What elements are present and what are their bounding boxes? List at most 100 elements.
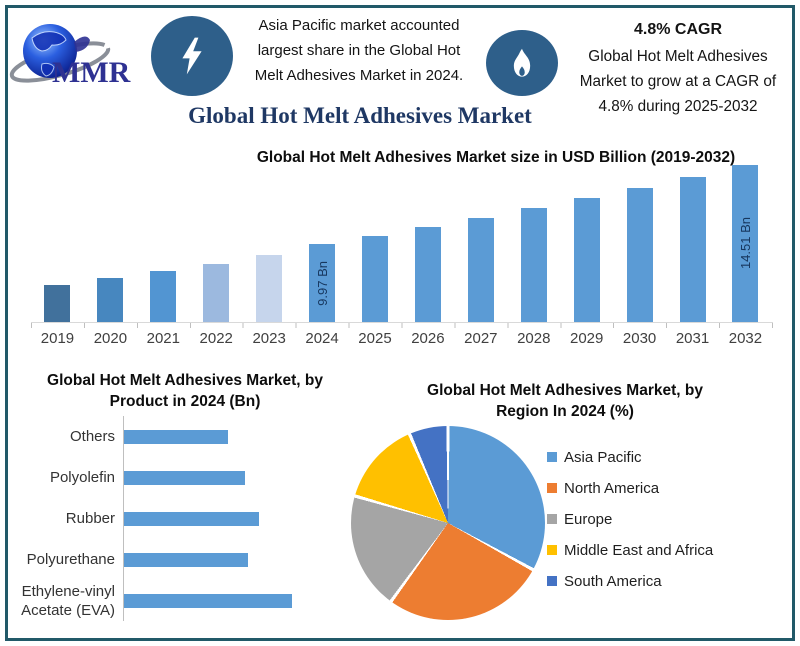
product-label: Polyolefin: [49, 469, 115, 486]
bar-2032: 14.51 Bn: [732, 165, 759, 322]
legend-label: Middle East and Africa: [564, 541, 714, 559]
product-row: Ethylene-vinyl Acetate (EVA): [9, 580, 321, 621]
bar-area: [190, 160, 243, 322]
x-axis-label: 2020: [93, 330, 128, 347]
product-bar: [124, 593, 293, 608]
x-axis-label: 2019: [40, 330, 75, 347]
infographic-frame: [5, 5, 795, 641]
legend-swatch: [547, 483, 557, 493]
x-axis-label: 2029: [569, 330, 604, 347]
bar-column: 2026: [401, 160, 454, 347]
x-axis-label: 2027: [464, 330, 498, 347]
bar-2020: [97, 278, 124, 322]
page-title: Global Hot Melt Adhesives Market: [188, 103, 532, 128]
bar-column: 2029: [560, 160, 613, 347]
bar-2026: [414, 227, 441, 322]
bar-2027: [467, 218, 494, 322]
bar-2024: 9.97 Bn: [309, 244, 336, 322]
bar-column: 2025: [349, 160, 402, 347]
bar-column: 2023: [243, 160, 296, 347]
bar-column: 9.97 Bn 2024: [296, 160, 349, 347]
bar-area: [613, 160, 666, 322]
bar-area: [31, 160, 84, 322]
legend-item: Middle East and Africa: [547, 541, 713, 559]
product-label: Ethylene-vinyl Acetate (EVA): [21, 582, 115, 619]
region-chart-title: Global Hot Melt Adhesives Market, by Reg…: [427, 382, 703, 420]
x-axis-label: 2030: [622, 330, 657, 347]
bar-2022: [203, 264, 230, 322]
x-axis-label: 2026: [411, 330, 445, 347]
bar-area: 14.51 Bn: [719, 160, 772, 322]
product-bar-area: [123, 580, 309, 621]
market-size-plot: 2019 2020 2021 2022 2023 9.97 Bn 2024 2025 2026 2…: [31, 160, 772, 347]
bar-2019: [44, 285, 71, 322]
legend-item: Asia Pacific: [547, 448, 713, 466]
product-row: Others: [9, 416, 321, 457]
market-size-chart-title: Global Hot Melt Adhesives Market size in…: [256, 149, 736, 166]
bar-area: [84, 160, 137, 322]
bar-area: [507, 160, 560, 322]
product-rows: Others Polyolefin Rubber Polyurethane Ethyle…: [9, 416, 321, 621]
bar-column: 2028: [507, 160, 560, 347]
x-axis-label: 2025: [358, 330, 392, 347]
bar-column: 2020: [84, 160, 137, 347]
legend-swatch: [547, 576, 557, 586]
product-bar: [124, 429, 229, 444]
bar-column: 14.51 Bn 2032: [719, 160, 772, 347]
bar-column: 2022: [190, 160, 243, 347]
product-row: Polyurethane: [9, 539, 321, 580]
lightning-icon: [182, 37, 202, 75]
bar-column: 2030: [613, 160, 666, 347]
product-bar: [124, 470, 246, 485]
bar-value-label: 9.97 Bn: [314, 260, 330, 306]
text-line: Global Hot Melt Adhesives: [588, 48, 768, 65]
bar-value-label: 14.51 Bn: [737, 217, 753, 270]
bar-area: [401, 160, 454, 322]
bar-column: 2027: [454, 160, 507, 347]
bar-2028: [520, 208, 547, 322]
bar-area: [454, 160, 507, 322]
flame-badge: [486, 30, 558, 96]
product-bar: [124, 511, 259, 526]
text-line: Asia Pacific market accounted: [258, 17, 460, 34]
highlight-text: Asia Pacific market accounted largest sha…: [233, 13, 485, 88]
mmr-logo: MMR: [9, 24, 131, 89]
cagr-block: 4.8% CAGR Global Hot Melt Adhesives Marke…: [563, 21, 793, 119]
bar-2025: [361, 236, 388, 322]
cagr-title: 4.8% CAGR: [633, 21, 723, 38]
x-axis-label: 2021: [146, 330, 180, 347]
legend-label: South America: [564, 572, 662, 590]
bar-2029: [573, 198, 600, 322]
legend-label: Asia Pacific: [564, 448, 642, 466]
text-line: Melt Adhesives Market in 2024.: [254, 67, 464, 84]
product-bar-area: [123, 457, 309, 498]
bar-2031: [679, 177, 706, 322]
bar-2030: [626, 188, 653, 322]
legend-swatch: [547, 514, 557, 524]
bar-column: 2031: [666, 160, 719, 347]
x-axis-label: 2024: [305, 330, 339, 347]
legend-swatch: [547, 452, 557, 462]
region-pie: [351, 426, 545, 620]
cagr-text: Global Hot Melt Adhesives Market to grow …: [563, 44, 793, 119]
x-axis-label: 2022: [199, 330, 233, 347]
bar-2023: [256, 255, 283, 322]
flame-icon: [513, 48, 531, 77]
bar-column: 2021: [137, 160, 190, 347]
product-bar-area: [123, 539, 309, 580]
bar-area: 9.97 Bn: [296, 160, 349, 322]
bar-area: [349, 160, 402, 322]
product-bar-area: [123, 498, 309, 539]
x-axis-label: 2031: [675, 330, 710, 347]
globe-logo: [23, 24, 90, 78]
bar-area: [666, 160, 719, 322]
bar-2021: [150, 271, 177, 322]
legend-swatch: [547, 545, 557, 555]
bar-area: [243, 160, 296, 322]
product-bar-area: [123, 416, 309, 457]
legend-item: South America: [547, 572, 713, 590]
lightning-badge: [151, 16, 233, 96]
x-axis-label: 2032: [728, 330, 763, 347]
legend-label: Europe: [564, 510, 613, 528]
